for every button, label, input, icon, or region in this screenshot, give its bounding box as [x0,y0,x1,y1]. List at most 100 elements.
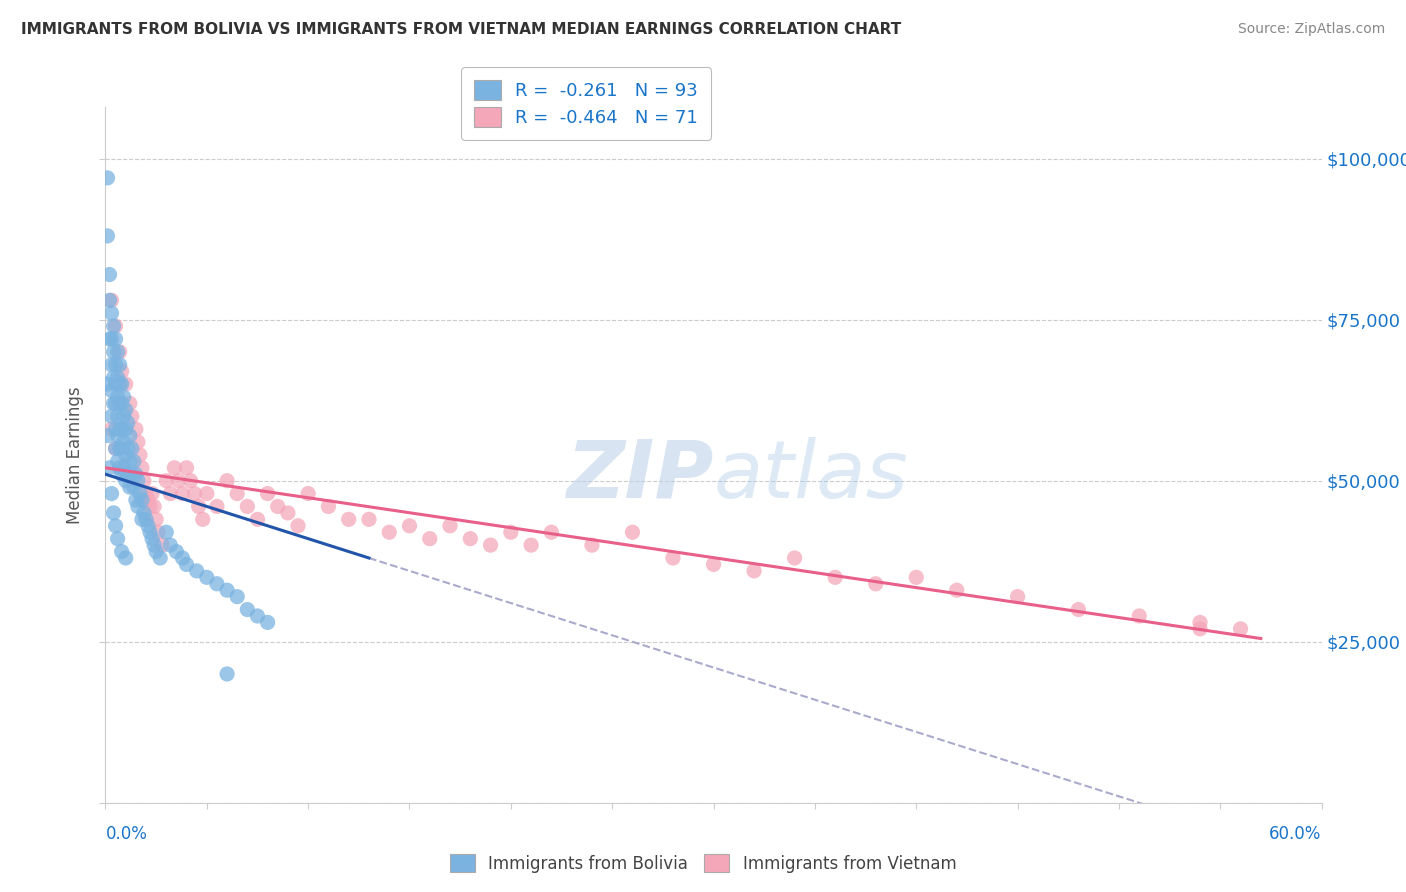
Point [824,570,846,584]
Point [117,442,139,456]
Point [100,332,122,346]
Point [107,390,129,404]
Point [121,467,143,482]
Point [159,486,181,500]
Point [98,332,121,346]
Text: IMMIGRANTS FROM BOLIVIA VS IMMIGRANTS FROM VIETNAM MEDIAN EARNINGS CORRELATION C: IMMIGRANTS FROM BOLIVIA VS IMMIGRANTS FR… [21,22,901,37]
Point [540,525,562,540]
Point [135,486,157,500]
Point [131,493,153,508]
Point [183,486,205,500]
Point [100,358,122,372]
Point [1007,590,1029,604]
Point [187,500,209,514]
Point [112,409,135,424]
Point [100,486,122,500]
Point [104,422,127,436]
Point [96,428,118,442]
Point [118,428,141,442]
Point [103,506,125,520]
Point [112,390,135,404]
Point [107,428,129,442]
Point [100,409,122,424]
Text: Source: ZipAtlas.com: Source: ZipAtlas.com [1237,22,1385,37]
Point [107,532,129,546]
Point [139,525,162,540]
Point [111,377,134,392]
Point [118,396,141,410]
Point [256,486,278,500]
Point [186,564,208,578]
Point [865,576,887,591]
Point [145,544,167,558]
Point [176,460,198,475]
Point [143,500,166,514]
Point [136,518,159,533]
Point [139,500,162,514]
Point [226,590,249,604]
Point [127,500,149,514]
Point [246,609,269,624]
Point [1128,609,1150,624]
Point [176,558,198,572]
Point [702,558,725,572]
Point [267,500,290,514]
Point [337,512,360,526]
Point [121,409,143,424]
Point [104,442,127,456]
Point [108,377,131,392]
Point [905,570,928,584]
Point [104,319,127,334]
Point [277,506,299,520]
Point [398,518,420,533]
Point [131,512,153,526]
Point [103,370,125,384]
Point [287,518,309,533]
Point [107,409,129,424]
Point [100,306,122,320]
Point [226,486,249,500]
Point [195,570,218,584]
Point [236,500,259,514]
Legend: R =  -0.261   N = 93, R =  -0.464   N = 71: R = -0.261 N = 93, R = -0.464 N = 71 [461,68,710,140]
Point [141,532,163,546]
Point [217,583,239,598]
Point [114,474,136,488]
Point [439,518,461,533]
Point [145,512,167,526]
Point [143,538,166,552]
Point [108,422,131,436]
Point [256,615,278,630]
Point [98,293,121,308]
Point [783,551,806,566]
Point [581,538,603,552]
Point [98,460,121,475]
Point [117,467,139,482]
Point [146,525,169,540]
Point [297,486,319,500]
Point [127,435,149,450]
Point [100,293,122,308]
Point [205,576,228,591]
Point [458,532,481,546]
Legend: Immigrants from Bolivia, Immigrants from Vietnam: Immigrants from Bolivia, Immigrants from… [443,847,963,880]
Point [125,493,148,508]
Point [117,416,139,430]
Point [121,442,143,456]
Point [96,377,118,392]
Point [104,377,127,392]
Point [111,396,134,410]
Point [111,544,134,558]
Point [217,474,239,488]
Point [122,480,145,494]
Point [205,500,228,514]
Point [132,506,155,520]
Point [191,512,214,526]
Point [111,467,134,482]
Point [172,486,194,500]
Point [96,228,118,243]
Point [155,474,177,488]
Point [104,518,127,533]
Point [104,442,127,456]
Point [217,667,239,681]
